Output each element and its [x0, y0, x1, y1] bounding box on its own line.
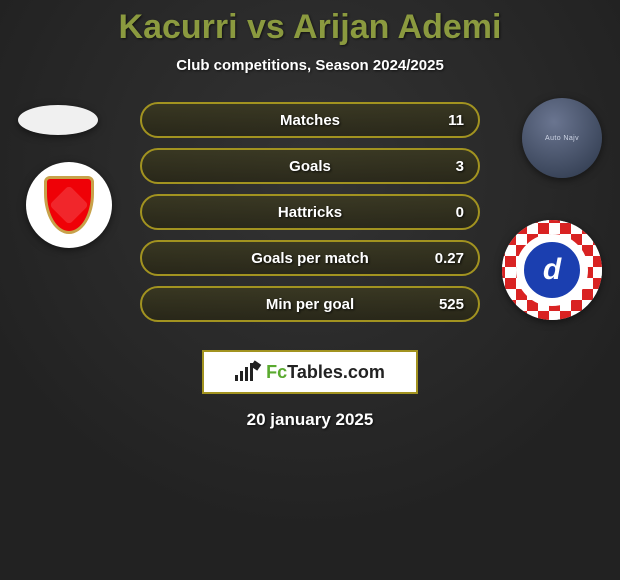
stat-label: Min per goal — [266, 296, 354, 313]
date-text: 20 january 2025 — [0, 410, 620, 430]
right-player-photo: Auto Najv — [522, 98, 602, 178]
page-subtitle: Club competitions, Season 2024/2025 — [0, 57, 620, 74]
stat-row-goals: Goals 3 — [140, 148, 480, 184]
stat-value-right: 0.27 — [435, 250, 464, 267]
stat-label: Goals per match — [251, 250, 369, 267]
arsenal-shield-icon — [44, 176, 94, 234]
stat-label: Hattricks — [278, 204, 342, 221]
right-club-badge: d — [502, 220, 602, 320]
stat-label: Goals — [289, 158, 331, 175]
brand-box[interactable]: FcTables.com — [202, 350, 418, 394]
stat-label: Matches — [280, 112, 340, 129]
stat-row-matches: Matches 11 — [140, 102, 480, 138]
stat-row-hattricks: Hattricks 0 — [140, 194, 480, 230]
left-player-photo — [18, 105, 98, 135]
stat-row-min-per-goal: Min per goal 525 — [140, 286, 480, 322]
stat-value-right: 11 — [448, 112, 464, 129]
stat-value-right: 3 — [456, 158, 464, 175]
stat-value-right: 0 — [456, 204, 464, 221]
dinamo-letter: d — [543, 253, 561, 287]
left-club-badge — [26, 162, 112, 248]
chart-growth-icon — [235, 363, 260, 381]
brand-suffix: Tables.com — [287, 362, 385, 382]
brand-prefix: Fc — [266, 362, 287, 382]
photo-background-text: Auto Najv — [545, 135, 579, 142]
stats-area: Auto Najv d Matches 11 Goals 3 Hattricks… — [0, 102, 620, 342]
stat-value-right: 525 — [439, 296, 464, 313]
stat-row-goals-per-match: Goals per match 0.27 — [140, 240, 480, 276]
dinamo-inner-icon: d — [516, 234, 588, 306]
brand-text: FcTables.com — [266, 362, 385, 383]
page-title: Kacurri vs Arijan Ademi — [0, 0, 620, 47]
